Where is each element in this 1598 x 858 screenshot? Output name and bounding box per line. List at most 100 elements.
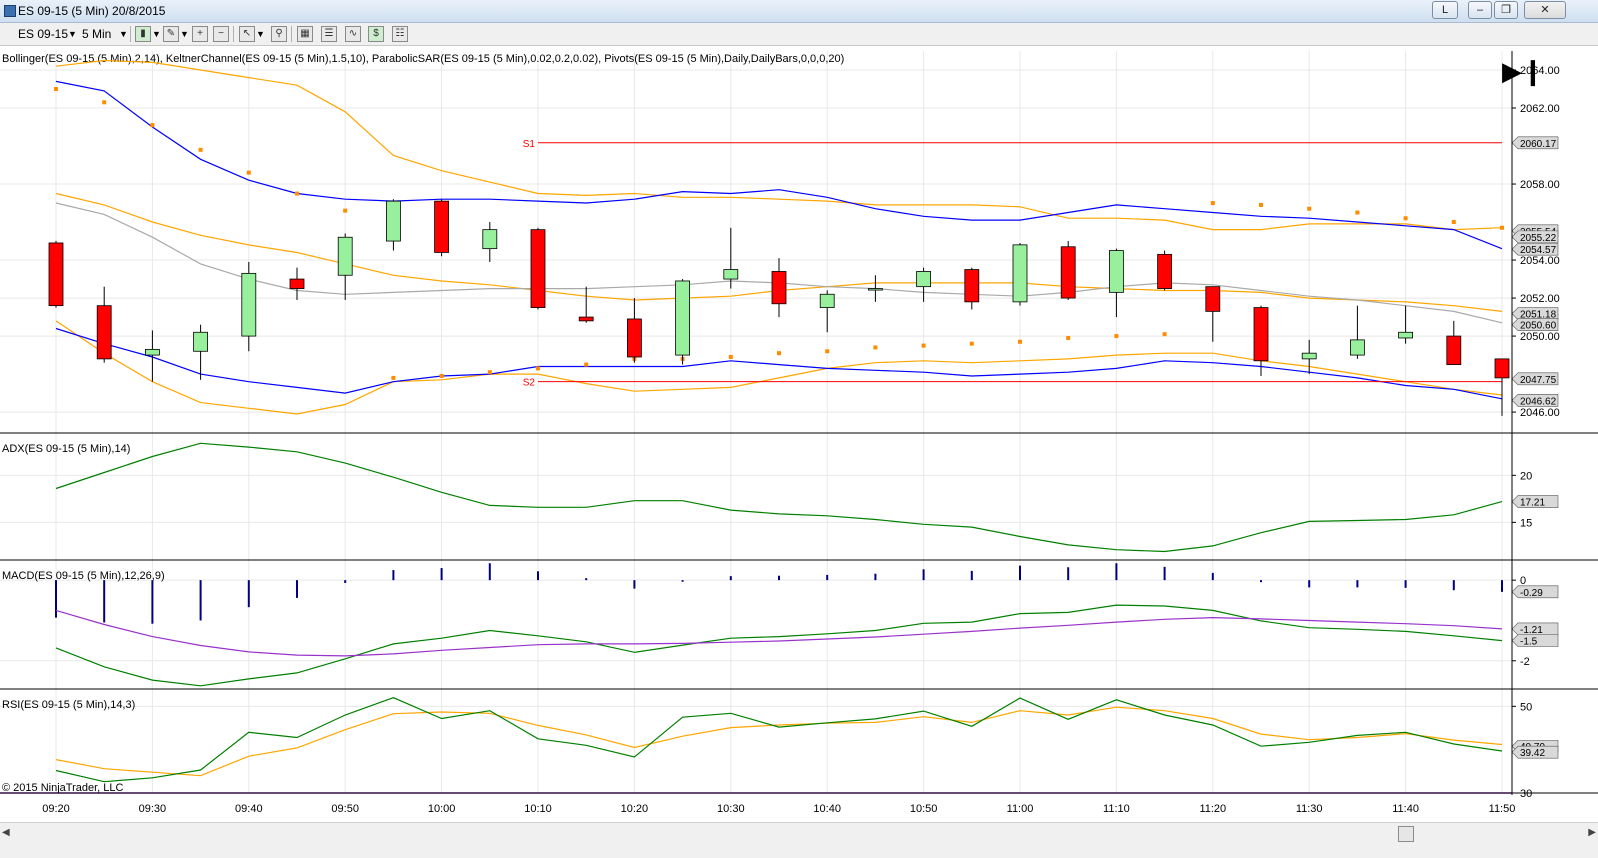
bar-style-icon[interactable]: ▮: [135, 26, 151, 42]
price-tag-box: [1511, 318, 1559, 331]
search-icon[interactable]: ⚲: [271, 26, 287, 42]
properties-icon[interactable]: ☷: [392, 26, 408, 42]
x-tick-label: 09:30: [139, 803, 167, 815]
strategies-icon[interactable]: ∿: [345, 26, 361, 42]
sar-point: [584, 362, 589, 367]
data-box-icon[interactable]: ▦: [297, 26, 313, 42]
candle-body: [723, 269, 739, 280]
link-button[interactable]: L: [1432, 1, 1458, 19]
price-tag: 2047.75: [1511, 372, 1559, 386]
price-y-tick-label: 2064.00: [1520, 65, 1560, 77]
zoom-in-icon[interactable]: +: [192, 26, 208, 42]
sar-point: [1066, 335, 1071, 340]
adx-tag-label: 17.21: [1520, 498, 1545, 509]
macd-tag: -1.21: [1511, 622, 1559, 636]
macd-tag-box: [1511, 622, 1559, 636]
axes: 09:20 09:30 09:40 09:50 10:00 10:10 10:20 10:30…: [0, 51, 1598, 815]
sar-point: [1307, 206, 1312, 211]
price-tag-label: 2051.18: [1520, 310, 1557, 321]
sar-point: [295, 191, 299, 196]
chevron-down-icon[interactable]: ▼: [68, 29, 77, 39]
price-panel: Bollinger(ES 09-15 (5 Min),2,14), Keltne…: [2, 53, 1559, 416]
copyright: © 2015 NinjaTrader, LLC: [2, 782, 123, 794]
candle-body: [1350, 339, 1365, 356]
chevron-down-icon[interactable]: ▼: [180, 29, 189, 39]
price-tag-box: [1511, 242, 1559, 256]
sar-point: [1500, 225, 1504, 230]
adx-line: [55, 442, 1503, 553]
indicators-icon[interactable]: ☰: [321, 26, 337, 42]
price-y-tick-label: 2058.00: [1520, 179, 1560, 191]
sar-point: [728, 354, 733, 359]
candle-body: [1494, 358, 1510, 379]
horizontal-scrollbar[interactable]: ◀ ▶: [0, 822, 1598, 843]
interval-selector[interactable]: 5 Min: [82, 27, 112, 41]
bollinger-upper-line: [55, 80, 1503, 250]
sar-point: [439, 373, 444, 378]
toolbar-separator: [130, 26, 131, 42]
candle-body: [337, 236, 353, 276]
macd-tag-box: [1511, 634, 1559, 647]
candle-body: [385, 200, 401, 242]
candle-body: [1301, 352, 1317, 360]
x-tick-label: 09:20: [42, 803, 70, 815]
dollar-icon[interactable]: $: [368, 26, 384, 42]
price-tag-box: [1511, 394, 1559, 407]
price-tag: 2060.17: [1511, 136, 1559, 150]
sar-point: [198, 147, 203, 152]
scroll-thumb[interactable]: [1398, 826, 1414, 842]
instrument-selector[interactable]: ES 09-15: [18, 27, 69, 41]
price-tag: 2051.18: [1511, 307, 1559, 321]
candle-body: [1109, 250, 1124, 293]
rsi-tag: 39.42: [1511, 745, 1559, 759]
candle-body: [1060, 246, 1076, 299]
close-icon[interactable]: ✕: [1524, 1, 1566, 19]
price-y-tick-label: 2062.00: [1520, 103, 1560, 115]
price-tag: 2055.22: [1511, 230, 1559, 244]
candle-body: [771, 271, 787, 305]
scroll-to-end-icon[interactable]: ▶❙: [1502, 57, 1544, 87]
sar-point: [150, 123, 155, 128]
rsi-y-tick-label: 30: [1520, 788, 1532, 800]
candle-body: [482, 229, 498, 250]
price-tag-box: [1511, 230, 1559, 244]
restore-icon[interactable]: ❐: [1494, 1, 1518, 19]
sar-point: [873, 345, 878, 350]
rsi-label: RSI(ES 09-15 (5 Min),14,3): [2, 699, 135, 711]
price-tag: 2046.62: [1511, 394, 1559, 407]
zoom-out-icon[interactable]: −: [213, 26, 229, 42]
x-tick-label: 11:40: [1392, 803, 1419, 815]
rsi-tag-label: 39.42: [1520, 748, 1545, 759]
pivot-label: S1: [523, 139, 536, 150]
x-tick-label: 09:40: [235, 803, 263, 815]
price-label: Bollinger(ES 09-15 (5 Min),2,14), Keltne…: [2, 53, 844, 65]
price-tag-label: 2060.17: [1520, 139, 1557, 150]
candle-body: [1253, 307, 1269, 362]
scroll-right-icon[interactable]: ▶: [1588, 827, 1596, 838]
price-y-tick-label: 2046.00: [1520, 407, 1560, 419]
rsi-signal-line: [55, 706, 1503, 777]
scroll-left-icon[interactable]: ◀: [2, 827, 10, 838]
chart-area: Bollinger(ES 09-15 (5 Min),2,14), Keltne…: [0, 51, 1598, 815]
cursor-icon[interactable]: ↖: [239, 26, 255, 42]
x-tick-label: 11:20: [1199, 803, 1226, 815]
sar-point: [1403, 216, 1408, 221]
candle-body: [964, 269, 980, 303]
x-tick-label: 11:10: [1103, 803, 1130, 815]
candle-body: [434, 200, 450, 253]
sar-point: [343, 208, 348, 213]
price-y-tick-label: 2050.00: [1520, 331, 1560, 343]
chevron-down-icon[interactable]: ▼: [119, 29, 128, 39]
adx-y-tick-label: 20: [1520, 470, 1532, 482]
x-tick-label: 10:00: [428, 803, 456, 815]
candle-body: [868, 288, 883, 291]
pivot-label: S2: [523, 378, 536, 389]
pencil-icon[interactable]: ✎: [163, 26, 179, 42]
macd-label: MACD(ES 09-15 (5 Min),12,26,9): [2, 570, 165, 582]
chevron-down-icon[interactable]: ▼: [256, 29, 265, 39]
minimize-icon[interactable]: –: [1468, 1, 1492, 19]
chevron-down-icon[interactable]: ▼: [152, 29, 161, 39]
candle-body: [1446, 335, 1462, 365]
macd-tag-box: [1511, 585, 1559, 599]
x-tick-label: 09:50: [331, 803, 359, 815]
